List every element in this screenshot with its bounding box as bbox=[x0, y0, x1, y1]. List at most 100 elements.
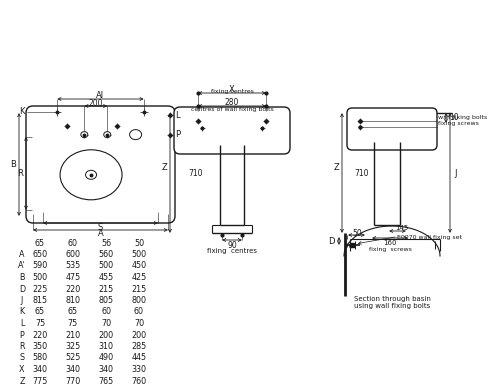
Text: 805: 805 bbox=[98, 296, 114, 305]
Text: 765: 765 bbox=[98, 377, 114, 386]
Text: D: D bbox=[19, 285, 25, 294]
Text: 90: 90 bbox=[227, 240, 237, 249]
Text: A: A bbox=[19, 250, 25, 259]
Text: 590: 590 bbox=[32, 262, 48, 271]
Text: 70: 70 bbox=[134, 319, 144, 328]
Ellipse shape bbox=[130, 130, 141, 140]
Text: B: B bbox=[10, 160, 16, 169]
Text: J: J bbox=[454, 169, 456, 178]
Text: fixing  centres: fixing centres bbox=[207, 248, 257, 254]
Text: 60: 60 bbox=[134, 307, 144, 316]
Text: S: S bbox=[20, 353, 24, 362]
Text: 215: 215 bbox=[132, 285, 146, 294]
Text: 210: 210 bbox=[66, 330, 80, 339]
Text: Z: Z bbox=[19, 377, 25, 386]
Text: fixing screws: fixing screws bbox=[438, 121, 479, 126]
Text: 50: 50 bbox=[134, 239, 144, 248]
Text: K: K bbox=[20, 307, 24, 316]
Text: J: J bbox=[21, 296, 23, 305]
Text: L: L bbox=[20, 319, 24, 328]
Text: 775: 775 bbox=[32, 377, 48, 386]
Text: Section through basin: Section through basin bbox=[354, 296, 430, 302]
Text: 75: 75 bbox=[68, 319, 78, 328]
Text: 710: 710 bbox=[188, 169, 202, 178]
Text: 50: 50 bbox=[352, 228, 362, 237]
Text: S: S bbox=[98, 222, 103, 231]
Text: Z: Z bbox=[161, 163, 167, 172]
Text: fixing centres: fixing centres bbox=[210, 90, 254, 95]
Text: 525: 525 bbox=[66, 353, 80, 362]
Text: 500: 500 bbox=[32, 273, 48, 282]
Ellipse shape bbox=[60, 150, 122, 200]
Text: 490: 490 bbox=[98, 353, 114, 362]
Text: B: B bbox=[19, 273, 25, 282]
Text: 535: 535 bbox=[66, 262, 80, 271]
Text: 220: 220 bbox=[32, 330, 48, 339]
Text: 70: 70 bbox=[101, 319, 111, 328]
Text: R: R bbox=[17, 169, 23, 178]
Text: 340: 340 bbox=[32, 365, 48, 374]
FancyBboxPatch shape bbox=[347, 108, 437, 150]
Text: 75: 75 bbox=[35, 319, 45, 328]
Ellipse shape bbox=[86, 170, 96, 179]
Text: 10: 10 bbox=[449, 113, 458, 122]
Text: 810: 810 bbox=[66, 296, 80, 305]
Text: 450: 450 bbox=[132, 262, 146, 271]
Text: 56: 56 bbox=[101, 239, 111, 248]
Text: 200: 200 bbox=[132, 330, 146, 339]
Text: 815: 815 bbox=[32, 296, 48, 305]
Text: 65: 65 bbox=[35, 239, 45, 248]
Text: wall fixing bolts: wall fixing bolts bbox=[438, 115, 487, 120]
Text: 560: 560 bbox=[98, 250, 114, 259]
Text: R: R bbox=[19, 342, 25, 351]
Text: 760: 760 bbox=[132, 377, 146, 386]
Text: 285: 285 bbox=[132, 342, 146, 351]
Text: 325: 325 bbox=[66, 342, 80, 351]
Text: 500: 500 bbox=[132, 250, 146, 259]
Text: 225: 225 bbox=[32, 285, 48, 294]
Text: 60: 60 bbox=[101, 307, 111, 316]
Text: X: X bbox=[19, 365, 25, 374]
Text: using wall fixing bolts: using wall fixing bolts bbox=[354, 303, 430, 309]
Text: 200: 200 bbox=[88, 99, 103, 108]
Text: 330: 330 bbox=[132, 365, 146, 374]
Text: 710: 710 bbox=[354, 169, 368, 178]
Text: 200: 200 bbox=[98, 330, 114, 339]
Text: K: K bbox=[20, 108, 25, 117]
Text: centres of wall fixing bolts: centres of wall fixing bolts bbox=[190, 106, 274, 111]
Text: 340: 340 bbox=[66, 365, 80, 374]
Text: L: L bbox=[175, 111, 180, 120]
Text: 145: 145 bbox=[395, 225, 408, 231]
Text: A: A bbox=[98, 230, 103, 239]
FancyBboxPatch shape bbox=[26, 106, 175, 223]
Text: Z: Z bbox=[333, 163, 339, 172]
Text: 280: 280 bbox=[225, 98, 239, 107]
Text: 455: 455 bbox=[98, 273, 114, 282]
Text: A': A' bbox=[18, 262, 26, 271]
Text: E0070 wall fixing set: E0070 wall fixing set bbox=[397, 235, 462, 240]
Text: 60: 60 bbox=[68, 239, 78, 248]
Text: 770: 770 bbox=[66, 377, 80, 386]
Text: P: P bbox=[175, 130, 180, 139]
FancyBboxPatch shape bbox=[174, 107, 290, 154]
Text: 350: 350 bbox=[32, 342, 48, 351]
Text: 160: 160 bbox=[384, 240, 397, 246]
Text: Al: Al bbox=[96, 90, 104, 99]
Text: 650: 650 bbox=[32, 250, 48, 259]
Text: 310: 310 bbox=[98, 342, 114, 351]
Ellipse shape bbox=[81, 132, 88, 138]
Text: fixing  screws: fixing screws bbox=[368, 246, 412, 251]
Text: 800: 800 bbox=[132, 296, 146, 305]
Text: P: P bbox=[20, 330, 24, 339]
Text: D: D bbox=[328, 237, 335, 246]
Text: 445: 445 bbox=[132, 353, 146, 362]
Text: 425: 425 bbox=[132, 273, 146, 282]
Text: 65: 65 bbox=[68, 307, 78, 316]
Text: 600: 600 bbox=[66, 250, 80, 259]
Text: 220: 220 bbox=[66, 285, 80, 294]
Text: 340: 340 bbox=[98, 365, 114, 374]
Text: 65: 65 bbox=[35, 307, 45, 316]
Ellipse shape bbox=[104, 132, 111, 138]
Text: 215: 215 bbox=[98, 285, 114, 294]
Text: 580: 580 bbox=[32, 353, 48, 362]
